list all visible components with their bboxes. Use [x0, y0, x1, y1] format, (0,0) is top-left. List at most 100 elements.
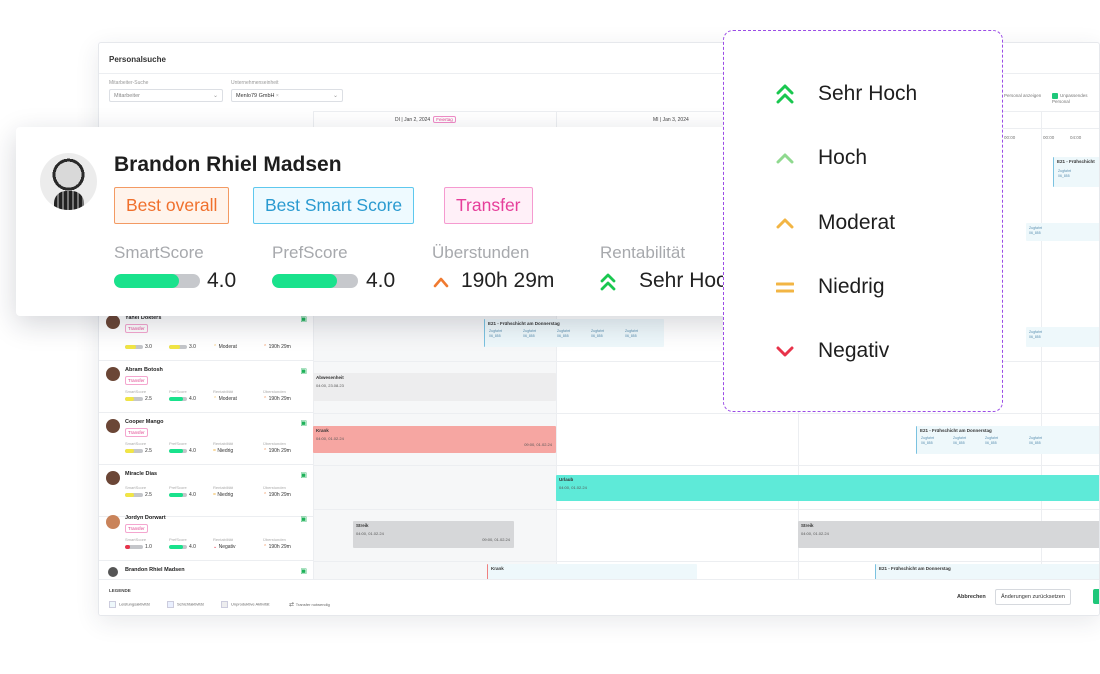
employee-search-label: Mitarbeiter-Suche [109, 80, 149, 86]
document-check-icon[interactable]: ▣ [300, 316, 307, 323]
avatar [106, 471, 120, 485]
overtime-label: Überstunden [432, 243, 530, 262]
profitability-value: ⌄ Negativ [213, 544, 236, 550]
cancel-button[interactable]: Abbrechen [957, 594, 986, 600]
company-unit-label: Unternehmenseinheit [231, 80, 279, 86]
trip-segment: Zugfahrt 06_855 [921, 436, 935, 445]
person-name: Jordyn Dorwart [125, 515, 166, 521]
employee-search-input[interactable]: Mitarbeiter ⌄ [109, 89, 223, 102]
smartscore-value: 2.5 [125, 448, 152, 454]
metric-label: PrefScore [169, 389, 187, 394]
profile-name: Brandon Rhiel Madsen [114, 153, 342, 176]
grid-line [313, 561, 1099, 562]
trip-segment: Zugfahrt 06_855 [557, 329, 571, 338]
grid-line [313, 465, 1099, 466]
transfer-arrows-icon: ⇄ [289, 602, 296, 608]
smartscore-value: 2.5 [125, 492, 152, 498]
unsuitable-personnel-option[interactable]: Unpassendes Personal [1052, 93, 1088, 104]
document-check-icon[interactable]: ▣ [300, 516, 307, 523]
day-header-1: DI | Jan 2, 2024 Feiertag [395, 116, 456, 123]
chevron-up-icon [776, 218, 794, 229]
smartscore-label: SmartScore [114, 243, 204, 262]
shift-event[interactable]: E21 - Frühschicht am Donnerstag Zugfahrt… [484, 319, 664, 347]
prefscore-bar [272, 274, 358, 288]
profitability-value: ⌃ Moderat [213, 396, 237, 402]
metric-label: PrefScore [169, 441, 187, 446]
shift-event[interactable]: E21 - Frühschicht Zugfahrt 06_855 [1053, 157, 1099, 187]
avatar [106, 367, 120, 381]
strike-start: 04:00, 01.02.24 [801, 531, 829, 536]
transfer-tag: Transfer [125, 524, 148, 533]
prefscore-value: 4.0 [169, 492, 196, 498]
sick-event[interactable]: Krank 04:00, 01.02.24 09:00, 01.02.24 [313, 426, 556, 453]
avatar [106, 419, 120, 433]
document-check-icon[interactable]: ▣ [300, 368, 307, 375]
smartscore-bar [114, 274, 200, 288]
company-unit-select[interactable]: Menlo79 GmbH × ⌄ [231, 89, 343, 102]
level-label: Hoch [818, 146, 868, 169]
overtime-value: ⌃ 190h 29m [263, 544, 291, 550]
metric-label: Überstunden [263, 389, 286, 394]
overtime-value: ⌃ 190h 29m [263, 492, 291, 498]
strike-title: Streik [356, 523, 369, 528]
legend-title: LEGENDE [109, 588, 131, 593]
person-row[interactable]: Cooper Mango Transfer ▣ SmartScore PrefS… [99, 413, 313, 465]
double-chevron-up-icon [776, 84, 794, 104]
person-row[interactable]: Jordyn Dorwart Transfer ▣ SmartScore Pre… [99, 509, 313, 561]
document-check-icon[interactable]: ▣ [300, 420, 307, 427]
shift-event[interactable]: E21 - Frühschicht am Donnerstag Zugfahrt… [916, 426, 1099, 454]
metric-label: SmartScore [125, 389, 147, 394]
prefscore-value: 4.0 [169, 396, 196, 402]
chevron-down-icon: ⌄ [212, 93, 218, 99]
absence-event[interactable]: Abwesenheit 04:00, 23.08.23 [313, 373, 556, 401]
sick-event[interactable]: Krank [487, 564, 697, 581]
metric-label: Überstunden [263, 441, 286, 446]
prefscore-label: PrefScore [272, 243, 348, 262]
person-row[interactable]: Abram Botosh Transfer ▣ SmartScore PrefS… [99, 361, 313, 413]
strike-end: 09:00, 01.02.24 [482, 537, 510, 542]
save-button[interactable] [1093, 589, 1099, 604]
document-check-icon[interactable]: ▣ [300, 568, 307, 575]
avatar [106, 515, 120, 529]
legend-footer: LEGENDE Leistungsaktivität Schichtaktivi… [99, 579, 1099, 615]
profitability-legend-popover: Sehr Hoch Hoch Moderat Niedrig Negativ [723, 30, 1003, 412]
avatar [40, 153, 97, 210]
equals-icon [776, 282, 794, 293]
smartscore-value: 2.5 [125, 396, 152, 402]
legend-item: ⇄ Transfer notwendig [289, 602, 330, 608]
trip-segment: Zugfahrt 06_855 [1029, 330, 1043, 339]
strike-event[interactable]: Streik 04:00, 01.02.24 [798, 521, 1099, 548]
profitability-value: = Niedrig [213, 492, 234, 498]
best-smart-score-badge: Best Smart Score [253, 187, 415, 224]
level-label: Moderat [818, 211, 896, 234]
company-chip: Menlo79 GmbH [236, 93, 275, 99]
document-check-icon[interactable]: ▣ [300, 472, 307, 479]
shift-title: E21 - Frühschicht am Donnerstag [920, 428, 992, 433]
chevron-down-icon [776, 346, 794, 357]
avatar [106, 315, 120, 329]
strike-event[interactable]: Streik 04:00, 01.02.24 09:00, 01.02.24 [353, 521, 514, 548]
smartscore-value: 1.0 [125, 544, 152, 550]
reset-changes-button[interactable]: Änderungen zurücksetzen [995, 589, 1071, 605]
absence-time: 04:00, 23.08.23 [316, 383, 344, 388]
transfer-tag: Transfer [125, 324, 148, 333]
show-personnel-option[interactable]: Personal anzeigen [1004, 93, 1042, 98]
sick-title: Krank [316, 428, 329, 433]
shift-title: E21 - Frühschicht [1057, 159, 1095, 164]
legend-item: Unproduktive Aktivität [221, 601, 269, 608]
person-row[interactable]: Brandon Rhiel Madsen ▣ [99, 561, 313, 581]
employee-search-placeholder: Mitarbeiter [114, 93, 140, 99]
trip-event[interactable]: Zugfahrt 06_855 [1026, 327, 1099, 347]
shift-event[interactable]: E21 - Frühschicht am Donnerstag [875, 564, 1099, 581]
vacation-event[interactable]: Urlaub 04:00, 01.02.24 [556, 475, 1099, 501]
overtime-value: ⌃ 190h 29m [263, 344, 291, 350]
trip-segment: Zugfahrt 06_855 [985, 436, 999, 445]
transfer-badge: Transfer [444, 187, 533, 224]
person-row[interactable]: Yahel Dokters Transfer ▣ 3.0 3.0 ⌃ Moder… [99, 309, 313, 361]
person-row[interactable]: Miracle Dias ▣ SmartScore PrefScore Rent… [99, 465, 313, 517]
transfer-tag: Transfer [125, 428, 148, 437]
person-name: Miracle Dias [125, 471, 158, 477]
metric-label: Rentabilität [213, 537, 234, 542]
trip-event[interactable]: Zugfahrt 06_855 [1026, 223, 1099, 241]
chevron-down-icon: ⌄ [332, 93, 338, 99]
